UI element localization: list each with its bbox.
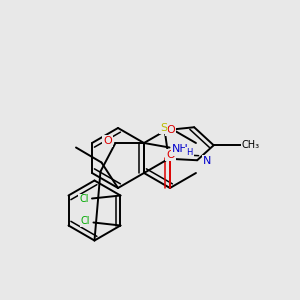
Text: O: O	[167, 150, 175, 160]
Text: Cl: Cl	[79, 194, 89, 205]
Text: CH₃: CH₃	[242, 140, 260, 150]
Text: H: H	[186, 148, 193, 157]
Text: O: O	[103, 136, 112, 146]
Text: N: N	[203, 156, 211, 166]
Text: O: O	[167, 125, 175, 135]
Text: Cl: Cl	[81, 217, 90, 226]
Text: S: S	[160, 123, 167, 133]
Text: NH: NH	[172, 145, 189, 154]
